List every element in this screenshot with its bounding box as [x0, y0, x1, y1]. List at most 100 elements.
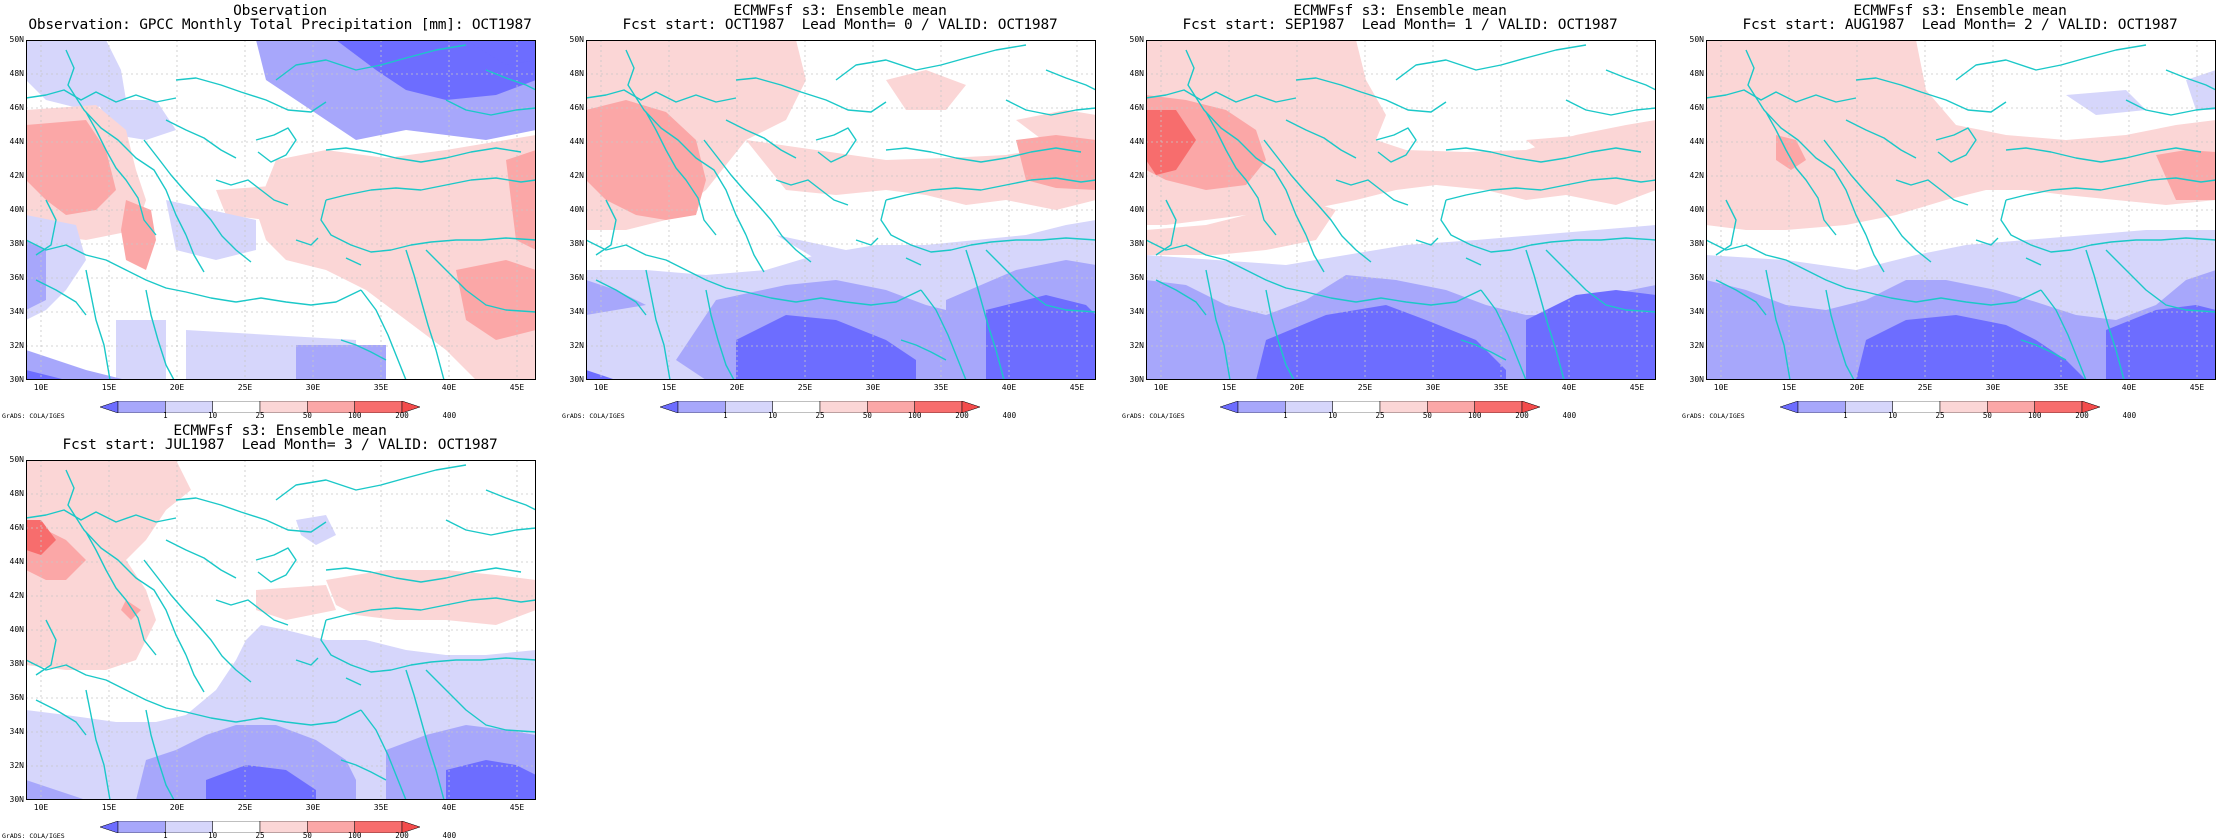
precip-shade — [2066, 90, 2146, 115]
colorbar-label: 400 — [1562, 411, 1577, 420]
colorbar-label: 200 — [1515, 411, 1529, 420]
coastline — [275, 464, 467, 501]
coastline — [1146, 239, 1357, 303]
lat-tick-label: 38N — [9, 659, 24, 668]
coastline — [85, 111, 157, 236]
coastline — [405, 669, 445, 800]
map-svg — [586, 40, 1096, 380]
coastline — [1480, 289, 1527, 380]
grads-credit: GrADS: COLA/IGES — [1122, 412, 1185, 420]
lat-tick-label: 44N — [9, 137, 24, 146]
coastline — [26, 659, 237, 723]
colorbar-label: 10 — [208, 831, 218, 840]
precip-shade — [26, 40, 126, 110]
coastline — [645, 269, 671, 380]
lat-tick-label: 42N — [1129, 171, 1144, 180]
panel-subtitle: Observation: GPCC Monthly Total Precipit… — [28, 17, 532, 33]
coastline — [795, 289, 922, 306]
lat-tick-label: 44N — [1689, 137, 1704, 146]
coastline — [885, 147, 1082, 163]
colorbar-segment — [401, 820, 421, 834]
lon-tick-label: 15E — [1221, 383, 1237, 392]
lon-tick-label: 45E — [1069, 383, 1085, 392]
coastline — [1955, 44, 2147, 81]
colorbar-label: 50 — [1982, 411, 1992, 420]
coastline — [320, 619, 536, 673]
lon-tick-label: 35E — [933, 383, 949, 392]
lat-tick-label: 30N — [569, 375, 584, 384]
panel-subtitle: Fcst start: AUG1987 Lead Month= 2 / VALI… — [1742, 17, 2178, 33]
lat-tick-label: 34N — [9, 307, 24, 316]
lat-tick-label: 48N — [569, 69, 584, 78]
coastline — [345, 677, 362, 686]
coastline — [2040, 289, 2087, 380]
colorbar — [99, 398, 421, 414]
colorbar-label: 50 — [302, 831, 312, 840]
lon-tick-label: 40E — [1001, 383, 1017, 392]
coastline — [1825, 289, 1855, 380]
map-frame — [26, 40, 536, 380]
coastline — [445, 99, 536, 116]
lat-tick-label: 30N — [1129, 375, 1144, 384]
colorbar-label: 25 — [1375, 411, 1385, 420]
coastline — [1445, 147, 1642, 163]
colorbar-label: 100 — [2027, 411, 2042, 420]
coastline — [1565, 99, 1656, 116]
coastline — [855, 237, 879, 246]
grads-credit: GrADS: COLA/IGES — [2, 832, 65, 840]
coastline — [425, 249, 536, 313]
coastline — [625, 49, 747, 236]
lon-tick-label: 20E — [1289, 383, 1305, 392]
precip-shade — [986, 295, 1096, 380]
colorbar-label: 50 — [1422, 411, 1432, 420]
map-frame — [1706, 40, 2216, 380]
coastline — [835, 44, 1027, 81]
coastline — [275, 44, 467, 81]
coastline — [2000, 199, 2216, 253]
coastline — [1465, 257, 1482, 266]
colorbar-segment — [2081, 400, 2101, 414]
coastline — [85, 269, 111, 380]
lat-tick-label: 30N — [1689, 375, 1704, 384]
coastline — [26, 509, 177, 523]
coastline — [235, 289, 362, 306]
colorbar-segment — [961, 400, 981, 414]
coastline — [1745, 49, 1867, 236]
lon-tick-label: 45E — [509, 383, 525, 392]
precip-shade — [886, 70, 966, 110]
coastline — [1706, 89, 1857, 103]
lon-tick-label: 30E — [305, 803, 321, 812]
coastline — [1865, 234, 1885, 273]
lat-tick-label: 42N — [1689, 171, 1704, 180]
coastline — [1285, 119, 1357, 159]
colorbar-label: 10 — [208, 411, 218, 420]
coastline — [295, 657, 319, 666]
lon-tick-label: 20E — [1849, 383, 1865, 392]
lat-tick-label: 40N — [1689, 205, 1704, 214]
coastline — [165, 539, 237, 579]
coastline — [586, 89, 737, 103]
precip-shade — [1706, 40, 2216, 230]
coastline — [360, 709, 407, 800]
colorbar-label: 25 — [1935, 411, 1945, 420]
lat-tick-label: 36N — [1129, 273, 1144, 282]
coastline — [185, 234, 205, 273]
lat-tick-label: 42N — [569, 171, 584, 180]
colorbar-label: 200 — [2075, 411, 2089, 420]
panel-title: Observation — [233, 3, 327, 19]
coastline — [985, 249, 1096, 313]
coastline — [143, 559, 252, 683]
lon-tick-label: 25E — [797, 383, 813, 392]
coastline — [725, 119, 797, 159]
precip-shade — [446, 760, 536, 800]
precip-shade — [326, 570, 536, 625]
coastline — [325, 597, 536, 621]
coastline — [26, 89, 177, 103]
map-panel: ECMWFsf s3: Ensemble mean Fcst start: JUL… — [0, 420, 560, 840]
precip-shade — [121, 200, 156, 270]
colorbar-label: 200 — [395, 831, 409, 840]
colorbar-label: 10 — [1888, 411, 1898, 420]
lon-tick-label: 30E — [865, 383, 881, 392]
colorbar-label: 100 — [347, 831, 362, 840]
precipitation-map — [1706, 40, 2216, 380]
